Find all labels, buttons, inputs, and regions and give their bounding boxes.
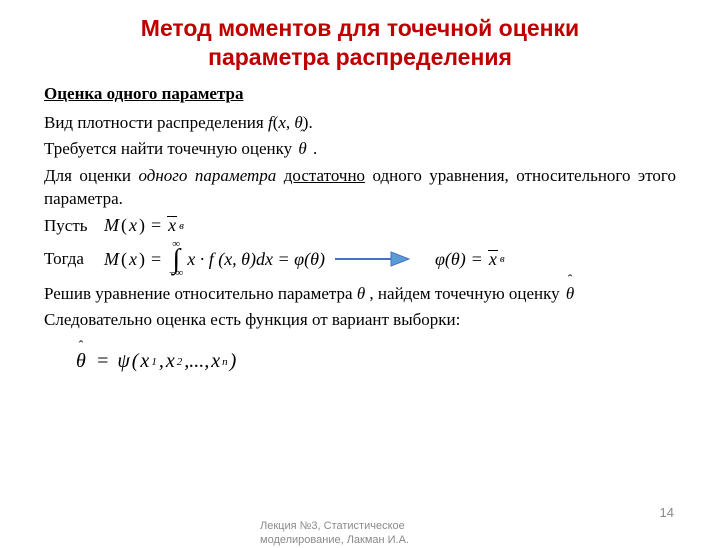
sym: φ(θ) xyxy=(435,249,466,270)
sym: x xyxy=(129,249,137,270)
formula-mx-xbar: M (x) = xв xyxy=(104,215,184,236)
subheading: Оценка одного параметра xyxy=(44,84,676,104)
theta-hat: θ xyxy=(296,138,308,161)
text: Для оценки xyxy=(44,166,138,185)
para-solving: Решив уравнение относительно параметра θ… xyxy=(44,283,676,306)
math-theta: θ xyxy=(357,284,365,303)
footer-credit: Лекция №3, Статистическое моделирование,… xyxy=(260,520,480,548)
formula-theta-psi: θ = ψ ( x1, x2,...,xn ) xyxy=(74,350,236,373)
para-sufficient: Для оценки одного параметра достаточно о… xyxy=(44,165,676,211)
emph: одного параметра xyxy=(138,166,276,185)
text xyxy=(276,166,283,185)
underline: достаточно xyxy=(284,166,365,185)
sym: M xyxy=(104,249,119,270)
sym: = xyxy=(151,215,161,236)
footer-line-1: Лекция №3, Статистическое xyxy=(260,520,405,532)
row-pust: Пусть M (x) = xв xyxy=(44,215,676,236)
label-pust: Пусть xyxy=(44,216,98,236)
sym: x xyxy=(166,350,175,373)
sym: ,..., xyxy=(184,350,209,373)
slide-title: Метод моментов для точечной оценки парам… xyxy=(44,14,676,72)
lim-bot: −∞ xyxy=(169,269,183,278)
sym: = xyxy=(151,249,161,270)
para-density: Вид плотности распределения f(x, θ). xyxy=(44,112,676,135)
sym: = xyxy=(96,350,110,373)
slide: Метод моментов для точечной оценки парам… xyxy=(0,0,720,540)
sym: ) xyxy=(230,350,237,373)
sym: ( xyxy=(121,249,127,270)
theta-hat: θ xyxy=(74,350,88,373)
sym: = xyxy=(472,249,482,270)
text: Вид плотности распределения xyxy=(44,113,268,132)
subscript: в xyxy=(179,220,184,232)
sym: ( xyxy=(132,350,139,373)
sym: x xyxy=(211,350,220,373)
sym: , xyxy=(159,350,164,373)
label-togda: Тогда xyxy=(44,249,98,269)
sym: ψ xyxy=(117,350,129,373)
page-number: 14 xyxy=(660,505,674,520)
sym: ( xyxy=(121,215,127,236)
sym: ) xyxy=(139,249,145,270)
title-line-2: параметра распределения xyxy=(208,44,512,70)
formula-integral: M (x) = ∞ ∫ −∞ x · f (x, θ)dx = φ(θ) xyxy=(104,240,325,278)
theta-hat: θ xyxy=(564,283,576,306)
text: Требуется найти точечную оценку xyxy=(44,139,296,158)
text: Решив уравнение относительно параметра xyxy=(44,284,357,303)
row-togda: Тогда M (x) = ∞ ∫ −∞ x · f (x, θ)dx = φ(… xyxy=(44,240,676,278)
sym: x xyxy=(168,215,176,235)
subscript: 2 xyxy=(177,356,183,368)
para-required: Требуется найти точечную оценку θ . xyxy=(44,138,676,161)
x-bar: x xyxy=(167,215,177,236)
text: , найдем точечную оценку xyxy=(365,284,564,303)
subscript: 1 xyxy=(151,356,157,368)
arrow-icon xyxy=(331,245,411,273)
sym: x xyxy=(489,249,497,269)
subscript: в xyxy=(500,253,505,265)
sym: ) xyxy=(139,215,145,236)
subscript: n xyxy=(222,356,228,368)
sym: M xyxy=(104,215,119,236)
integral: ∞ ∫ −∞ xyxy=(169,240,183,278)
title-line-1: Метод моментов для точечной оценки xyxy=(141,15,579,41)
sym: x xyxy=(129,215,137,236)
integrand: x · f (x, θ)dx = φ(θ) xyxy=(187,249,325,270)
sym: x xyxy=(140,350,149,373)
math-x: x xyxy=(278,113,286,132)
math-theta: θ xyxy=(298,139,306,158)
x-bar: x xyxy=(488,249,498,270)
para-conclusion: Следовательно оценка есть функция от вар… xyxy=(44,309,676,332)
math-theta: θ xyxy=(566,284,574,303)
sym: θ xyxy=(76,350,86,372)
formula-phi-eq-xbar: φ(θ) = xв xyxy=(435,249,505,270)
text: . xyxy=(313,139,317,158)
